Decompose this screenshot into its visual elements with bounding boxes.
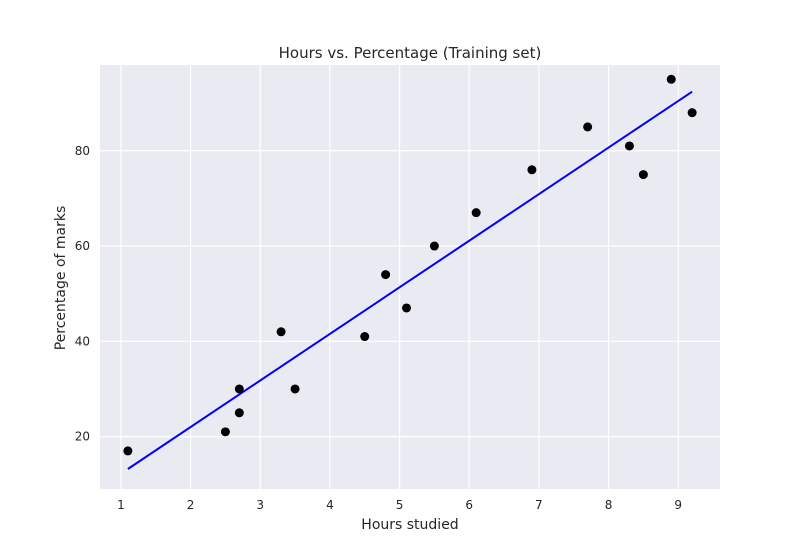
x-tick-label: 9 bbox=[674, 498, 682, 512]
y-tick-label: 20 bbox=[75, 430, 90, 444]
x-tick-label: 4 bbox=[326, 498, 334, 512]
chart-title: Hours vs. Percentage (Training set) bbox=[279, 44, 542, 62]
data-point bbox=[666, 74, 676, 84]
tick-labels: 1 2 3 4 5 6 7 8 9 20 40 60 80 bbox=[75, 144, 682, 512]
data-point bbox=[429, 241, 439, 251]
data-point bbox=[123, 446, 133, 456]
data-point bbox=[381, 270, 391, 280]
x-tick-label: 1 bbox=[117, 498, 125, 512]
x-axis-label: Hours studied bbox=[361, 517, 458, 533]
data-point bbox=[360, 332, 370, 342]
data-point bbox=[276, 327, 286, 337]
data-point bbox=[583, 122, 593, 132]
data-points bbox=[123, 74, 697, 456]
y-tick-label: 40 bbox=[75, 334, 90, 348]
data-point bbox=[402, 303, 412, 313]
y-axis-label: Percentage of marks bbox=[53, 206, 69, 351]
data-point bbox=[527, 165, 537, 175]
x-tick-label: 6 bbox=[465, 498, 473, 512]
data-point bbox=[687, 108, 697, 118]
x-tick-label: 2 bbox=[187, 498, 195, 512]
data-point bbox=[624, 141, 634, 151]
x-tick-label: 3 bbox=[256, 498, 264, 512]
data-point bbox=[471, 208, 481, 218]
x-tick-label: 8 bbox=[605, 498, 613, 512]
x-tick-label: 5 bbox=[396, 498, 404, 512]
y-tick-label: 80 bbox=[75, 144, 90, 158]
data-point bbox=[220, 427, 230, 437]
data-point bbox=[638, 170, 648, 180]
regression-line bbox=[127, 90, 693, 470]
y-tick-label: 60 bbox=[75, 239, 90, 253]
data-point bbox=[290, 384, 300, 394]
data-point bbox=[234, 384, 244, 394]
regression-line-group bbox=[127, 90, 693, 470]
x-tick-label: 7 bbox=[535, 498, 543, 512]
grid bbox=[100, 65, 720, 489]
data-point bbox=[234, 408, 244, 418]
